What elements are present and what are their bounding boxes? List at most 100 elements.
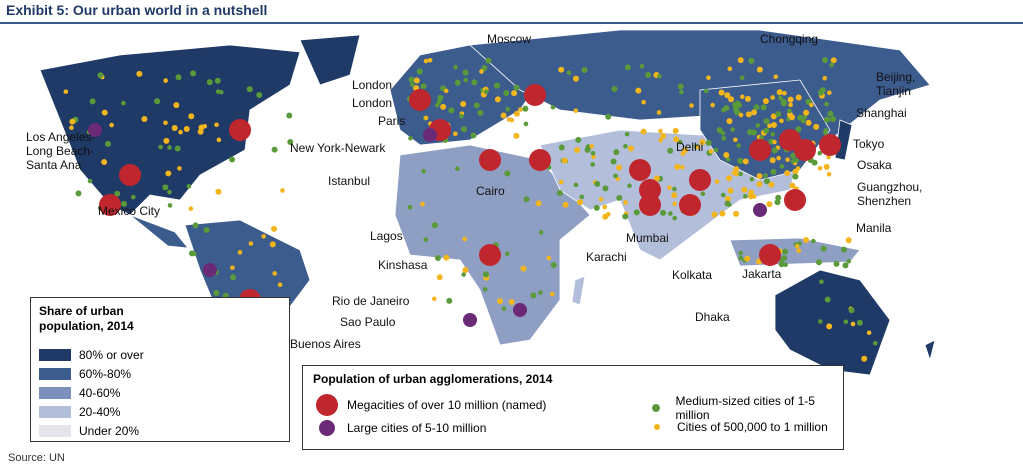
city-dot: [590, 150, 596, 156]
city-dot: [820, 245, 827, 252]
city-dot: [739, 75, 745, 81]
population-legend: Population of urban agglomerations, 2014…: [302, 365, 844, 450]
city-label: Beijing, Tianjin: [876, 70, 916, 98]
city-dot: [633, 209, 640, 216]
city-label: Paris: [378, 114, 406, 128]
city-dot: [866, 330, 872, 336]
city-dot: [69, 118, 76, 125]
city-dot: [520, 265, 527, 272]
population-marker-cell: [313, 394, 341, 416]
city-dot: [689, 103, 694, 108]
city-dot: [748, 57, 755, 64]
city-dot: [287, 139, 294, 146]
megacity: [784, 189, 806, 211]
city-dot: [821, 57, 828, 64]
city-dot: [779, 257, 785, 263]
city-dot: [716, 127, 723, 134]
city-dot: [613, 149, 620, 156]
city-dot: [105, 140, 112, 147]
city-dot: [789, 182, 796, 189]
city-dot: [505, 106, 511, 112]
city-dot: [613, 173, 618, 179]
population-marker: [654, 424, 660, 430]
city-dot: [719, 210, 726, 217]
city-label: Karachi: [586, 250, 627, 264]
city-dot: [556, 189, 563, 196]
madagascar: [571, 275, 586, 306]
city-dot: [823, 163, 830, 170]
city-dot: [770, 113, 777, 120]
population-label: Medium-sized cities of 1-5 million: [675, 394, 815, 422]
city-dot: [767, 123, 772, 129]
city-dot: [766, 201, 773, 208]
city-dot: [435, 254, 442, 261]
city-dot: [623, 143, 628, 149]
city-label: Dhaka: [695, 310, 730, 324]
city-dot: [562, 201, 569, 208]
city-dot: [459, 113, 464, 119]
city-dot: [581, 67, 588, 74]
city-dot: [756, 66, 763, 73]
city-dot: [738, 250, 743, 256]
city-dot: [574, 146, 581, 153]
city-dot: [731, 170, 737, 176]
city-dot: [558, 144, 565, 151]
city-dot: [535, 200, 542, 207]
city-dot: [713, 147, 719, 153]
city-dot: [759, 135, 764, 141]
city-dot: [635, 87, 642, 94]
city-label: Istanbul: [328, 174, 371, 188]
city-dot: [602, 185, 609, 192]
city-dot: [463, 77, 469, 83]
city-dot: [753, 104, 760, 111]
city-dot: [213, 289, 220, 296]
city-dot: [271, 225, 278, 232]
megacity: [229, 119, 251, 141]
city-dot: [602, 204, 608, 210]
city-dot: [733, 210, 740, 217]
city-dot: [423, 237, 428, 242]
megacity: [119, 164, 141, 186]
large-city: [203, 263, 217, 277]
city-dot: [771, 147, 778, 154]
city-dot: [186, 184, 192, 189]
share-legend-item: 60%-80%: [39, 367, 131, 381]
central-america: [129, 214, 189, 249]
city-dot: [805, 119, 812, 126]
city-dot: [744, 255, 751, 262]
population-marker: [316, 394, 338, 416]
city-dot: [470, 132, 477, 139]
city-dot: [817, 150, 823, 156]
city-dot: [410, 82, 415, 88]
city-dot: [827, 90, 832, 96]
city-dot: [97, 72, 104, 79]
share-swatch: [39, 425, 71, 437]
city-dot: [188, 206, 194, 211]
city-label: Manila: [856, 221, 892, 235]
city-dot: [667, 147, 674, 154]
city-dot: [756, 173, 763, 180]
city-dot: [710, 102, 715, 108]
city-dot: [423, 58, 429, 64]
city-dot: [513, 110, 520, 117]
city-dot: [741, 186, 748, 193]
city-dot: [673, 136, 680, 143]
city-dot: [809, 102, 814, 108]
city-dot: [721, 107, 726, 113]
city-dot: [594, 180, 601, 187]
city-dot: [511, 90, 518, 97]
city-dot: [413, 77, 420, 84]
share-legend: Share of urban population, 2014 80% or o…: [30, 297, 290, 442]
city-dot: [727, 66, 733, 72]
population-legend-item: Large cities of 5-10 million: [313, 420, 486, 436]
city-dot: [579, 194, 585, 200]
population-legend-item: Cities of 500,000 to 1 million: [643, 420, 828, 434]
city-dot: [454, 166, 460, 172]
city-dot: [780, 98, 787, 105]
city-dot: [784, 170, 791, 177]
city-dot: [706, 75, 711, 81]
city-dot: [558, 179, 564, 185]
city-dot: [826, 171, 832, 177]
city-dot: [770, 168, 777, 175]
city-dot: [797, 114, 804, 121]
